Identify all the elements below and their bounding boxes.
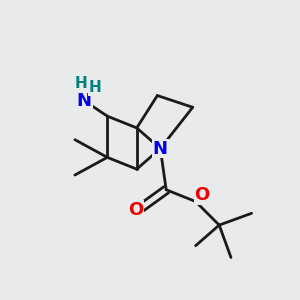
Text: O: O [128,201,143,219]
Text: N: N [77,92,92,110]
Text: O: O [194,186,210,204]
Text: H: H [88,80,101,95]
Text: H: H [75,76,88,91]
Text: N: N [153,140,168,158]
